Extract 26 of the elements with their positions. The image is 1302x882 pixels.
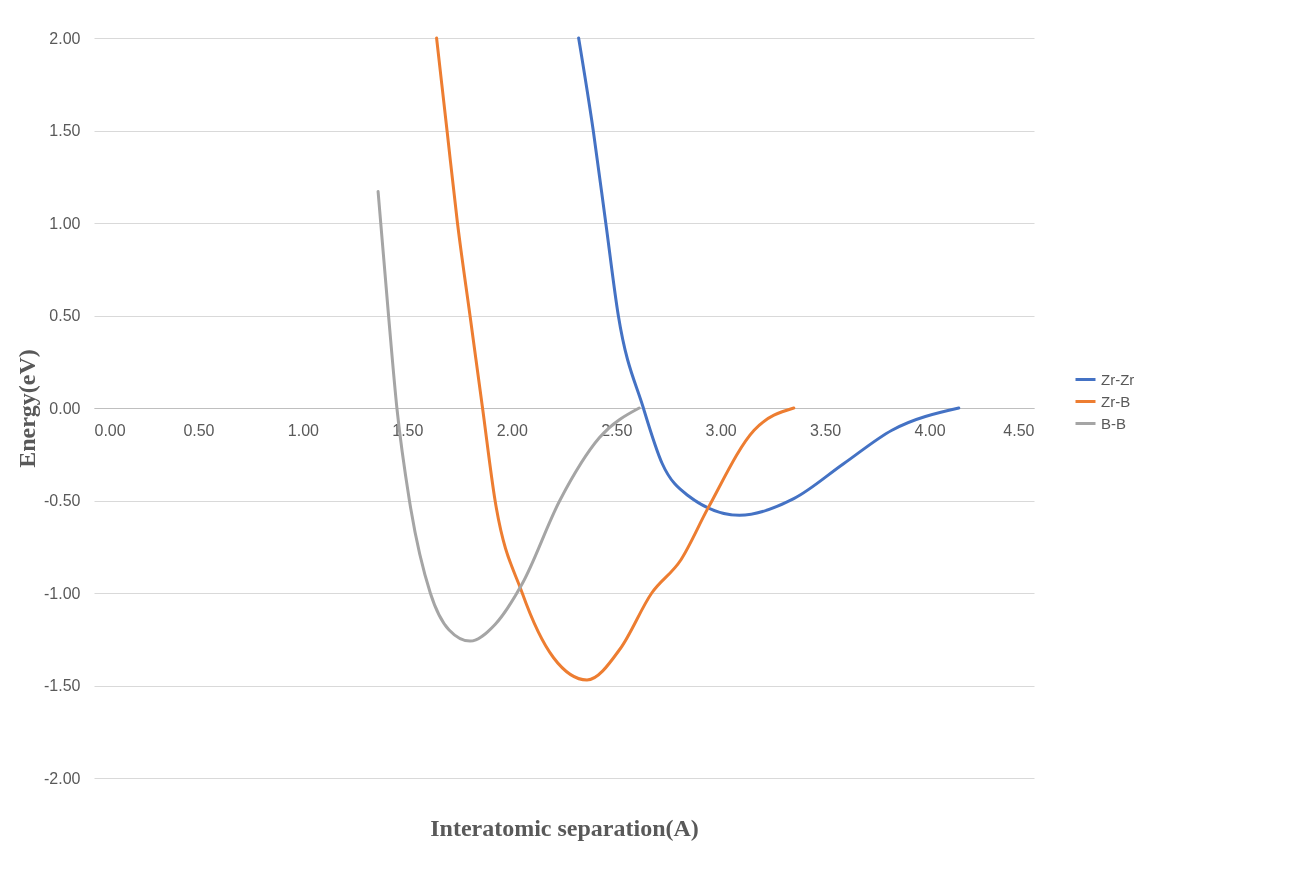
legend-label: Zr-Zr	[1101, 370, 1135, 388]
y-axis-title: Energy(eV)	[14, 349, 41, 468]
y-tick-label: 0.50	[49, 307, 81, 324]
x-tick-label: 3.50	[810, 421, 842, 439]
x-tick-label: 0.00	[94, 421, 126, 439]
x-tick-label: 2.00	[496, 421, 528, 439]
x-tick-label: 1.00	[287, 421, 320, 439]
y-tick-label: 1.00	[49, 214, 81, 232]
y-tick-label: -0.50	[44, 492, 81, 509]
line-series	[376, 190, 641, 643]
x-tick-label: 4.00	[914, 421, 946, 439]
x-tick-label: 3.00	[705, 421, 737, 439]
x-tick-label: 4.50	[1003, 421, 1035, 439]
x-tick-label: 0.50	[183, 421, 215, 439]
y-tick-label: -1.50	[44, 677, 81, 694]
line-series	[577, 36, 961, 517]
x-axis-title: Interatomic separation(A)	[430, 814, 699, 841]
x-tick-label: 1.50	[392, 421, 424, 439]
line-series	[435, 36, 796, 682]
y-tick-label: 2.00	[49, 29, 81, 47]
y-tick-label: 0.00	[49, 399, 81, 417]
y-tick-label: -2.00	[44, 769, 81, 787]
y-tick-label: -1.00	[44, 584, 81, 602]
legend-label: B-B	[1101, 414, 1127, 432]
y-tick-label: 1.50	[49, 122, 81, 139]
legend-label: Zr-B	[1101, 392, 1131, 410]
